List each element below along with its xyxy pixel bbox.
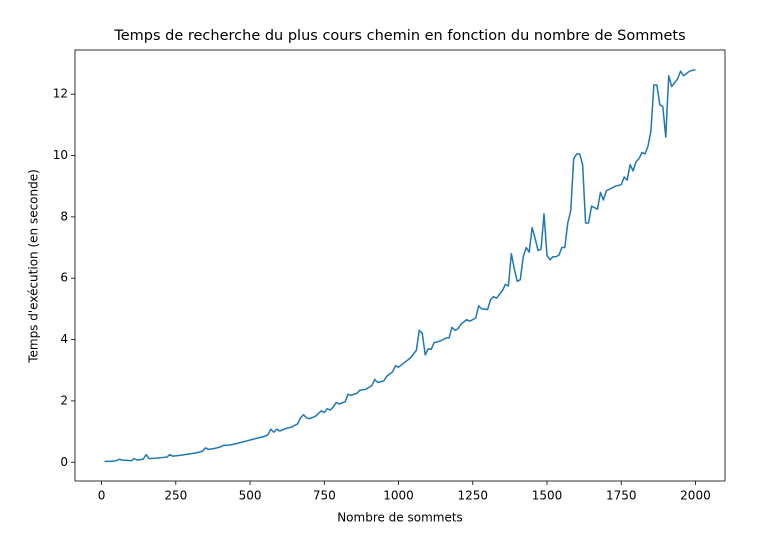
x-tick-label: 1500 <box>532 489 563 503</box>
x-tick-label: 2000 <box>680 489 711 503</box>
y-tick-label: 12 <box>53 87 68 101</box>
y-tick-label: 0 <box>60 455 68 469</box>
x-axis-label: Nombre de sommets <box>337 511 463 525</box>
y-tick-label: 2 <box>60 393 68 407</box>
y-axis-label: Temps d'exécution (en seconde) <box>27 169 41 364</box>
plot-frame <box>74 49 726 482</box>
y-tick-label: 4 <box>60 332 68 346</box>
y-tick-label: 8 <box>60 209 68 223</box>
chart-title: Temps de recherche du plus cours chemin … <box>113 28 685 44</box>
x-tick-label: 1250 <box>457 489 488 503</box>
x-tick-label: 750 <box>313 489 336 503</box>
data-line <box>104 68 696 463</box>
x-tick-label: 0 <box>98 489 106 503</box>
y-tick-label: 10 <box>53 148 68 162</box>
x-tick-label: 500 <box>239 489 262 503</box>
x-tick-label: 1750 <box>606 489 637 503</box>
x-tick-label: 1000 <box>383 489 414 503</box>
x-tick-label: 250 <box>164 489 187 503</box>
y-tick-label: 6 <box>60 271 68 285</box>
